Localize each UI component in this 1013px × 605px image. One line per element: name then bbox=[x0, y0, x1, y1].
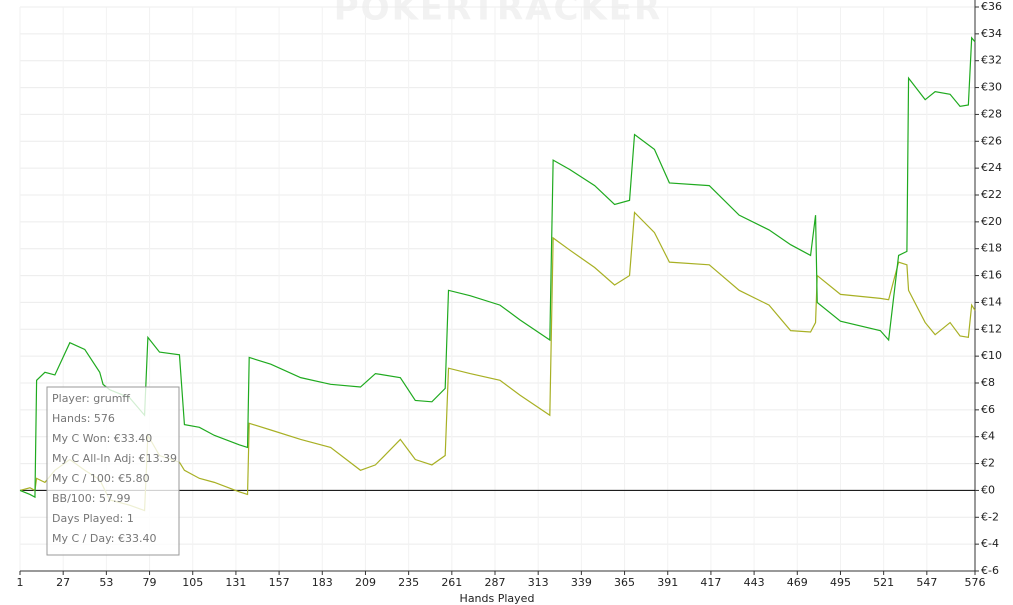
y-tick-label: €8 bbox=[981, 376, 995, 389]
tooltip-line: Hands: 576 bbox=[52, 412, 115, 425]
x-tick-label: 131 bbox=[225, 576, 246, 589]
y-tick-label: €10 bbox=[981, 349, 1002, 362]
y-tick-label: €26 bbox=[981, 134, 1002, 147]
y-tick-label: €20 bbox=[981, 215, 1002, 228]
tooltip-box bbox=[46, 386, 180, 556]
tooltip: Player: grumff Hands: 576 My C Won: €33.40… bbox=[46, 386, 180, 556]
x-tick-label: 391 bbox=[657, 576, 678, 589]
x-tick-label: 105 bbox=[182, 576, 203, 589]
x-tick-label: 209 bbox=[355, 576, 376, 589]
y-tick-label: €6 bbox=[981, 403, 995, 416]
x-tick-label: 157 bbox=[269, 576, 290, 589]
x-tick-label: 183 bbox=[312, 576, 333, 589]
y-tick-label: €-2 bbox=[981, 510, 999, 523]
x-tick-label: 469 bbox=[787, 576, 808, 589]
x-tick-label: 417 bbox=[700, 576, 721, 589]
tooltip-line: BB/100: 57.99 bbox=[52, 492, 131, 505]
y-tick-label: €12 bbox=[981, 322, 1002, 335]
y-tick-label: €30 bbox=[981, 81, 1002, 94]
tooltip-line: My C / Day: €33.40 bbox=[52, 532, 157, 545]
tooltip-line: My C Won: €33.40 bbox=[52, 432, 152, 445]
y-tick-label: €16 bbox=[981, 269, 1002, 282]
y-tick-label: €24 bbox=[981, 161, 1002, 174]
y-tick-label: €2 bbox=[981, 457, 995, 470]
y-tick-label: €4 bbox=[981, 430, 995, 443]
x-tick-label: 521 bbox=[873, 576, 894, 589]
y-tick-label: €-4 bbox=[981, 537, 999, 550]
x-tick-label: 576 bbox=[965, 576, 986, 589]
x-tick-label: 443 bbox=[744, 576, 765, 589]
y-tick-label: €18 bbox=[981, 242, 1002, 255]
y-tick-label: €32 bbox=[981, 54, 1002, 67]
x-tick-label: 547 bbox=[916, 576, 937, 589]
tooltip-line: Days Played: 1 bbox=[52, 512, 134, 525]
x-tick-label: 313 bbox=[528, 576, 549, 589]
y-tick-label: €-6 bbox=[981, 564, 999, 577]
y-tick-label: €14 bbox=[981, 295, 1002, 308]
x-tick-label: 235 bbox=[398, 576, 419, 589]
x-tick-label: 261 bbox=[441, 576, 462, 589]
x-tick-label: 1 bbox=[17, 576, 24, 589]
y-tick-label: €28 bbox=[981, 107, 1002, 120]
watermark: POKERTRACKER bbox=[334, 0, 662, 29]
y-tick-label: €22 bbox=[981, 188, 1002, 201]
x-tick-label: 495 bbox=[830, 576, 851, 589]
tooltip-line: My C All-In Adj: €13.39 bbox=[52, 452, 177, 465]
x-tick-label: 365 bbox=[614, 576, 635, 589]
tooltip-line: Player: grumff bbox=[52, 392, 130, 405]
y-tick-label: €0 bbox=[981, 483, 995, 496]
x-tick-label: 53 bbox=[99, 576, 113, 589]
x-tick-label: 339 bbox=[571, 576, 592, 589]
tooltip-line: My C / 100: €5.80 bbox=[52, 472, 150, 485]
x-tick-label: 79 bbox=[143, 576, 157, 589]
x-tick-label: 287 bbox=[485, 576, 506, 589]
x-axis-label: Hands Played bbox=[460, 592, 535, 605]
y-tick-label: €34 bbox=[981, 27, 1002, 40]
y-tick-label: €36 bbox=[981, 0, 1002, 13]
x-tick-label: 27 bbox=[56, 576, 70, 589]
